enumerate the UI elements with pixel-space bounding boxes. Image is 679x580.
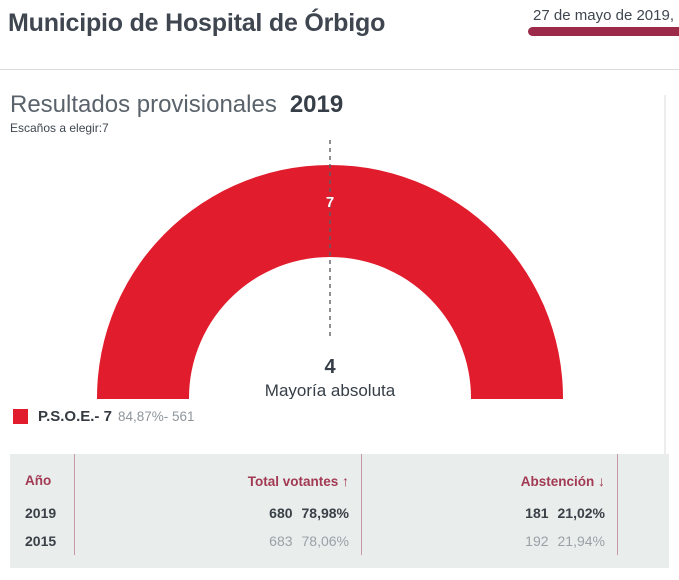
seat-arc-psoe[interactable] xyxy=(97,165,563,399)
table-header-total-label: Total votantes xyxy=(247,474,339,489)
table-row-2019-year: 2019 xyxy=(10,499,75,527)
total-votes-value: 683 xyxy=(269,533,293,549)
results-section: Resultados provisionales 2019 Escaños a … xyxy=(0,91,679,425)
abstention-percent: 21,94% xyxy=(557,533,605,549)
sort-asc-icon: ↑ xyxy=(342,473,349,489)
table-header-spacer xyxy=(618,454,669,499)
table-header-year: Año xyxy=(10,454,75,499)
table-header-abstention-label: Abstención xyxy=(520,474,595,489)
table-row-2015-year: 2015 xyxy=(10,527,75,555)
turnout-table: Año Total votantes ↑ Abstención ↓ 2019 6… xyxy=(10,454,669,568)
majority-number: 4 xyxy=(324,356,336,378)
total-votes-value: 680 xyxy=(269,505,293,521)
hemicycle-chart: 7 4 Mayoría absoluta xyxy=(0,137,679,399)
abstention-value: 181 xyxy=(525,505,549,521)
results-heading-label: Resultados provisionales xyxy=(10,91,277,118)
table-row-2015-total: 683 78,06% xyxy=(75,527,362,555)
results-year: 2019 xyxy=(289,91,344,118)
abstention-value: 192 xyxy=(525,533,549,549)
table-header-total-votes-sort[interactable]: Total votantes ↑ xyxy=(75,454,362,499)
table-row-2019-abstention: 181 21,02% xyxy=(362,499,618,527)
sort-desc-icon: ↓ xyxy=(598,473,605,489)
hemicycle-svg xyxy=(97,140,563,399)
date-block: 27 de mayo de 2019, xyxy=(528,7,679,36)
table-row-spacer xyxy=(618,499,669,527)
chart-legend-item[interactable]: P.S.O.E.- 7 84,87%- 561 xyxy=(13,408,679,425)
table-header-abstention-sort[interactable]: Abstención ↓ xyxy=(362,454,618,499)
results-heading: Resultados provisionales 2019 xyxy=(10,91,679,119)
seat-count-label: 7 xyxy=(325,194,335,211)
table-row-spacer xyxy=(618,527,669,555)
total-votes-percent: 78,98% xyxy=(301,505,349,521)
date-text: 27 de mayo de 2019, xyxy=(533,7,674,24)
seats-to-elect-label: Escaños a elegir:7 xyxy=(10,121,109,135)
date-underline-bar xyxy=(528,27,679,36)
page-header: Municipio de Hospital de Órbigo 27 de ma… xyxy=(0,0,679,70)
majority-label: Mayoría absoluta xyxy=(264,381,396,399)
abstention-percent: 21,02% xyxy=(557,505,605,521)
table-row-2019-total: 680 78,98% xyxy=(75,499,362,527)
scrollbar[interactable] xyxy=(664,95,666,455)
page-title: Municipio de Hospital de Órbigo xyxy=(8,9,386,37)
legend-party-detail: 84,87%- 561 xyxy=(117,409,195,424)
table-row-2015-abstention: 192 21,94% xyxy=(362,527,618,555)
legend-color-swatch xyxy=(13,409,28,424)
legend-party-label: P.S.O.E.- 7 xyxy=(38,408,112,425)
total-votes-percent: 78,06% xyxy=(301,533,349,549)
